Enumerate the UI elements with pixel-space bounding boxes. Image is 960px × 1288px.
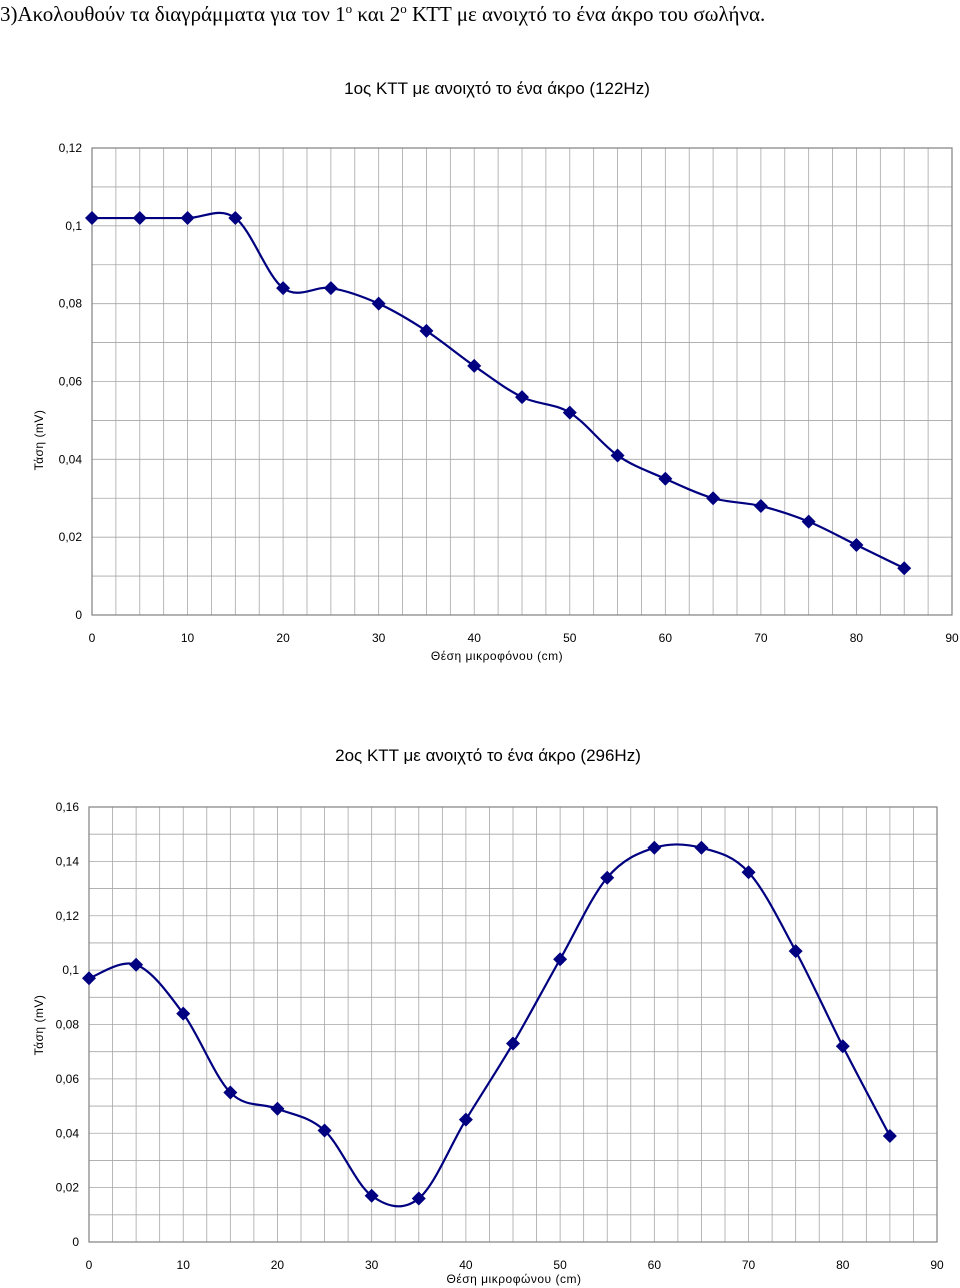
chart-1-y-tick-label: 0 bbox=[75, 608, 82, 622]
chart-2-data-point bbox=[647, 840, 662, 855]
chart-2-title: 2ος ΚΤΤ με ανοιχτό το ένα άκρο (296Hz) bbox=[335, 746, 641, 765]
chart-2-data-point bbox=[882, 1128, 897, 1143]
chart-1-data-point bbox=[467, 358, 482, 373]
chart-2-data-point bbox=[82, 971, 96, 986]
chart-2-data-point bbox=[176, 1006, 191, 1021]
chart-1-data-point bbox=[276, 281, 291, 296]
chart-2-data-point bbox=[317, 1123, 332, 1138]
chart-1-x-tick-label: 0 bbox=[89, 631, 96, 645]
chart-2: 2ος ΚΤΤ με ανοιχτό το ένα άκρο (296Hz) 0… bbox=[32, 746, 944, 1286]
chart-1-y-tick-label: 0,08 bbox=[59, 297, 83, 311]
chart-2-grid bbox=[88, 806, 938, 1243]
chart-1-data-point bbox=[132, 211, 147, 226]
chart-1-grid bbox=[91, 147, 953, 616]
chart-1-data-point bbox=[85, 211, 99, 226]
chart-1-y-tick-label: 0,04 bbox=[59, 452, 83, 466]
chart-1-data-point bbox=[228, 211, 243, 226]
chart-2-data-point bbox=[835, 1039, 850, 1054]
chart-1-x-tick-label: 60 bbox=[659, 631, 673, 645]
chart-2-x-tick-label: 50 bbox=[553, 1258, 567, 1272]
chart-2-x-tick-label: 80 bbox=[836, 1258, 850, 1272]
chart-2-data-point bbox=[600, 870, 615, 885]
chart-2-x-tick-label: 0 bbox=[86, 1258, 93, 1272]
chart-2-data-point bbox=[553, 952, 568, 967]
chart-1-data-point bbox=[323, 281, 338, 296]
chart-1-y-tick-label: 0,06 bbox=[59, 375, 83, 389]
chart-1-x-tick-label: 70 bbox=[754, 631, 768, 645]
chart-2-data-point bbox=[270, 1101, 285, 1116]
chart-2-y-tick-label: 0,08 bbox=[56, 1018, 80, 1032]
chart-1-x-tick-label: 50 bbox=[563, 631, 577, 645]
chart-2-x-tick-label: 30 bbox=[365, 1258, 379, 1272]
chart-1-data-point bbox=[515, 390, 529, 405]
chart-1-data-point bbox=[706, 491, 721, 506]
chart-2-data-point bbox=[364, 1188, 379, 1203]
chart-2-x-tick-label: 90 bbox=[930, 1258, 944, 1272]
chart-2-x-axis-label: Θέση μικροφώνου (cm) bbox=[447, 1272, 582, 1286]
chart-1-y-tick-label: 0,1 bbox=[65, 219, 82, 233]
chart-1-title: 1ος ΚΤΤ με ανοιχτό το ένα άκρο (122Hz) bbox=[344, 79, 650, 98]
chart-1-y-tick-label: 0,02 bbox=[59, 530, 83, 544]
chart-1-data-point bbox=[801, 514, 816, 529]
chart-2-x-tick-label: 20 bbox=[271, 1258, 285, 1272]
chart-2-y-axis-label: Τάση (mV) bbox=[32, 995, 46, 1056]
chart-1: 1ος ΚΤΤ με ανοιχτό το ένα άκρο (122Hz) 0… bbox=[32, 79, 959, 663]
chart-2-x-tick-label: 40 bbox=[459, 1258, 473, 1272]
chart-1-x-tick-label: 40 bbox=[468, 631, 482, 645]
chart-2-y-tick-label: 0,06 bbox=[56, 1072, 80, 1086]
chart-2-x-tick-label: 70 bbox=[742, 1258, 756, 1272]
chart-2-y-tick-label: 0 bbox=[72, 1235, 79, 1249]
chart-2-y-tick-label: 0,16 bbox=[56, 800, 80, 814]
chart-1-x-tick-label: 10 bbox=[181, 631, 195, 645]
chart-1-data-point bbox=[849, 537, 864, 552]
chart-2-y-tick-label: 0,04 bbox=[56, 1126, 80, 1140]
chart-2-x-tick-label: 60 bbox=[648, 1258, 662, 1272]
chart-2-data-point bbox=[694, 840, 709, 855]
chart-2-data-point bbox=[411, 1191, 426, 1206]
chart-1-data-point bbox=[658, 471, 673, 486]
chart-2-y-tick-label: 0,12 bbox=[56, 909, 80, 923]
chart-2-x-tick-label: 10 bbox=[177, 1258, 191, 1272]
chart-2-data-point bbox=[788, 944, 803, 959]
chart-1-x-tick-label: 80 bbox=[850, 631, 864, 645]
chart-1-data-point bbox=[180, 211, 195, 226]
chart-1-x-tick-label: 90 bbox=[945, 631, 959, 645]
chart-2-data-point bbox=[129, 957, 144, 972]
chart-2-data-point bbox=[506, 1036, 520, 1051]
chart-2-y-tick-label: 0,1 bbox=[62, 963, 79, 977]
page-heading: 3)Ακολουθούν τα διαγράμματα για τον 1ο κ… bbox=[0, 1, 766, 26]
chart-1-x-tick-label: 30 bbox=[372, 631, 386, 645]
chart-2-y-tick-label: 0,02 bbox=[56, 1181, 80, 1195]
chart-2-data-point bbox=[741, 865, 756, 880]
chart-1-data-point bbox=[753, 499, 768, 514]
chart-1-y-tick-label: 0,12 bbox=[59, 141, 83, 155]
chart-1-x-tick-label: 20 bbox=[276, 631, 290, 645]
chart-1-x-axis-label: Θέση μικροφόνου (cm) bbox=[431, 649, 563, 663]
chart-1-data-point bbox=[897, 561, 912, 576]
chart-2-data-point bbox=[458, 1112, 473, 1127]
chart-2-plot-frame bbox=[88, 806, 938, 1243]
chart-1-data-point bbox=[562, 405, 577, 420]
chart-1-plot-frame bbox=[91, 147, 953, 616]
chart-1-y-axis-label: Τάση (mV) bbox=[32, 410, 46, 471]
chart-1-data-point bbox=[610, 448, 625, 463]
chart-2-y-tick-label: 0,14 bbox=[56, 854, 80, 868]
chart-1-data-point bbox=[419, 323, 434, 338]
chart-2-data-point bbox=[223, 1085, 238, 1100]
chart-1-data-point bbox=[371, 296, 386, 311]
